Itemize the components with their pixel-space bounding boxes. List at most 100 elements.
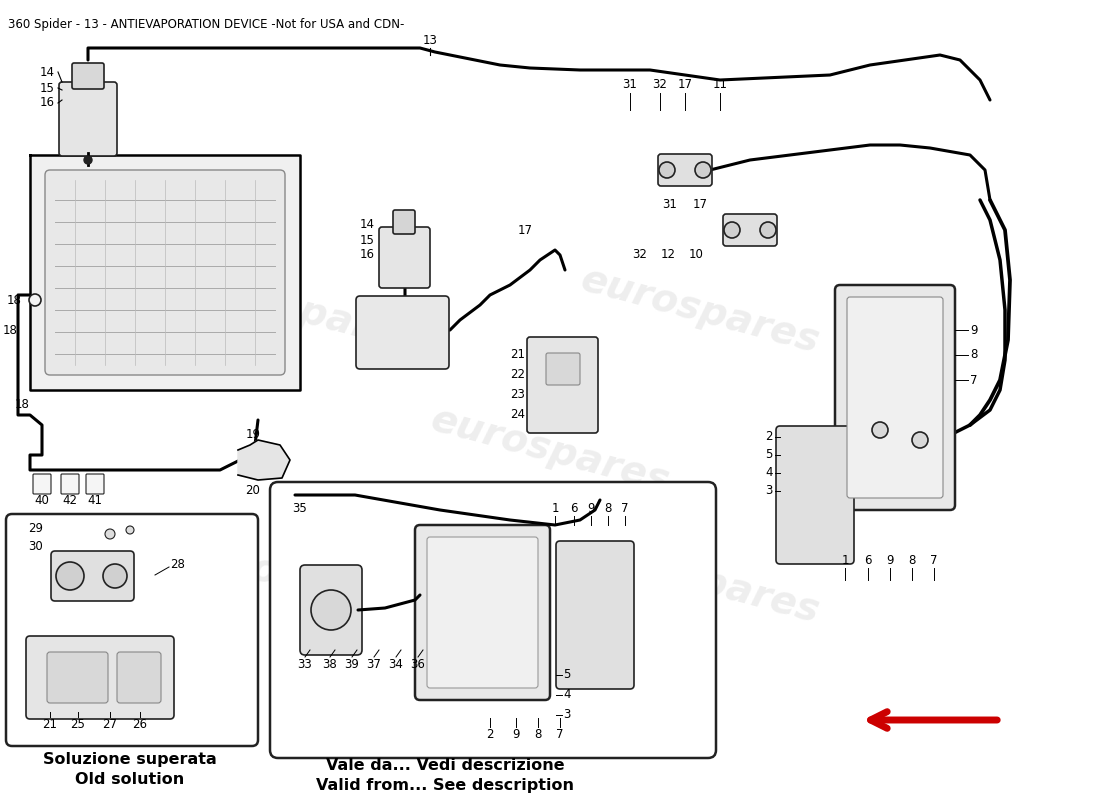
FancyBboxPatch shape xyxy=(270,482,716,758)
Text: Old solution: Old solution xyxy=(76,772,185,787)
FancyBboxPatch shape xyxy=(117,652,161,703)
Text: 15: 15 xyxy=(40,82,55,94)
Polygon shape xyxy=(30,155,300,390)
Text: 6: 6 xyxy=(570,502,578,514)
Circle shape xyxy=(311,590,351,630)
FancyBboxPatch shape xyxy=(45,170,285,375)
Text: 39: 39 xyxy=(344,658,360,671)
Text: 7: 7 xyxy=(557,729,563,742)
Text: 14: 14 xyxy=(360,218,375,231)
FancyBboxPatch shape xyxy=(47,652,108,703)
Text: 15: 15 xyxy=(360,234,375,246)
FancyBboxPatch shape xyxy=(59,82,117,156)
Text: 16: 16 xyxy=(360,249,375,262)
Text: 31: 31 xyxy=(662,198,678,211)
Text: 35: 35 xyxy=(292,502,307,514)
Text: 9: 9 xyxy=(970,323,978,337)
Text: 7: 7 xyxy=(970,374,978,386)
Text: 7: 7 xyxy=(931,554,937,566)
Polygon shape xyxy=(238,440,290,480)
FancyBboxPatch shape xyxy=(6,514,258,746)
Text: 40: 40 xyxy=(34,494,50,506)
Text: 18: 18 xyxy=(7,294,22,306)
FancyBboxPatch shape xyxy=(72,63,104,89)
Circle shape xyxy=(760,222,775,238)
Text: 1: 1 xyxy=(551,502,559,514)
Text: 8: 8 xyxy=(970,349,978,362)
Text: 8: 8 xyxy=(604,502,612,514)
Text: 38: 38 xyxy=(322,658,338,671)
Text: 4: 4 xyxy=(766,466,773,479)
FancyBboxPatch shape xyxy=(51,551,134,601)
Text: eurospares: eurospares xyxy=(576,530,824,630)
Text: 41: 41 xyxy=(88,494,102,506)
Circle shape xyxy=(103,564,127,588)
FancyBboxPatch shape xyxy=(379,227,430,288)
Text: Valid from... See description: Valid from... See description xyxy=(316,778,574,793)
Text: 17: 17 xyxy=(517,223,532,237)
Text: 42: 42 xyxy=(63,494,77,506)
FancyBboxPatch shape xyxy=(26,636,174,719)
Text: 16: 16 xyxy=(40,97,55,110)
Text: 9: 9 xyxy=(513,729,519,742)
Circle shape xyxy=(126,526,134,534)
Text: 8: 8 xyxy=(535,729,541,742)
FancyBboxPatch shape xyxy=(427,537,538,688)
Text: 14: 14 xyxy=(40,66,55,78)
Text: 12: 12 xyxy=(660,249,675,262)
Text: 27: 27 xyxy=(102,718,118,731)
Text: 32: 32 xyxy=(652,78,668,91)
Text: 1: 1 xyxy=(842,554,849,566)
Text: 32: 32 xyxy=(632,249,648,262)
Text: 22: 22 xyxy=(510,369,525,382)
Text: 18: 18 xyxy=(15,398,30,411)
Text: 3: 3 xyxy=(766,485,773,498)
Text: 21: 21 xyxy=(43,718,57,731)
FancyBboxPatch shape xyxy=(658,154,712,186)
Text: eurospares: eurospares xyxy=(576,260,824,360)
Text: 11: 11 xyxy=(713,78,727,91)
FancyBboxPatch shape xyxy=(415,525,550,700)
Text: 5: 5 xyxy=(563,669,571,682)
FancyBboxPatch shape xyxy=(527,337,598,433)
Circle shape xyxy=(724,222,740,238)
Text: 30: 30 xyxy=(29,539,43,553)
FancyBboxPatch shape xyxy=(847,297,943,498)
Text: 37: 37 xyxy=(366,658,382,671)
FancyBboxPatch shape xyxy=(33,474,51,494)
Text: eurospares: eurospares xyxy=(176,530,424,630)
FancyBboxPatch shape xyxy=(86,474,104,494)
Text: 17: 17 xyxy=(678,78,693,91)
Text: eurospares: eurospares xyxy=(176,260,424,360)
FancyBboxPatch shape xyxy=(723,214,777,246)
Text: 2: 2 xyxy=(486,729,494,742)
FancyBboxPatch shape xyxy=(60,474,79,494)
Text: 17: 17 xyxy=(693,198,707,211)
Text: 360 Spider - 13 - ANTIEVAPORATION DEVICE -Not for USA and CDN-: 360 Spider - 13 - ANTIEVAPORATION DEVICE… xyxy=(8,18,405,31)
Text: 36: 36 xyxy=(410,658,426,671)
Text: Soluzione superata: Soluzione superata xyxy=(43,752,217,767)
Text: 13: 13 xyxy=(422,34,438,46)
Circle shape xyxy=(84,156,92,164)
Text: 2: 2 xyxy=(766,430,773,443)
Circle shape xyxy=(872,422,888,438)
Text: 20: 20 xyxy=(245,483,261,497)
Text: 7: 7 xyxy=(621,502,629,514)
Circle shape xyxy=(912,432,928,448)
FancyBboxPatch shape xyxy=(776,426,854,564)
Text: 31: 31 xyxy=(623,78,637,91)
FancyBboxPatch shape xyxy=(393,210,415,234)
FancyBboxPatch shape xyxy=(356,296,449,369)
Text: 3: 3 xyxy=(563,709,571,722)
Circle shape xyxy=(104,529,116,539)
Circle shape xyxy=(29,294,41,306)
Text: 24: 24 xyxy=(510,409,525,422)
Text: 6: 6 xyxy=(865,554,871,566)
FancyBboxPatch shape xyxy=(835,285,955,510)
Text: 23: 23 xyxy=(510,389,525,402)
Text: 29: 29 xyxy=(28,522,43,535)
FancyBboxPatch shape xyxy=(300,565,362,655)
FancyBboxPatch shape xyxy=(556,541,634,689)
Text: 25: 25 xyxy=(70,718,86,731)
Circle shape xyxy=(659,162,675,178)
